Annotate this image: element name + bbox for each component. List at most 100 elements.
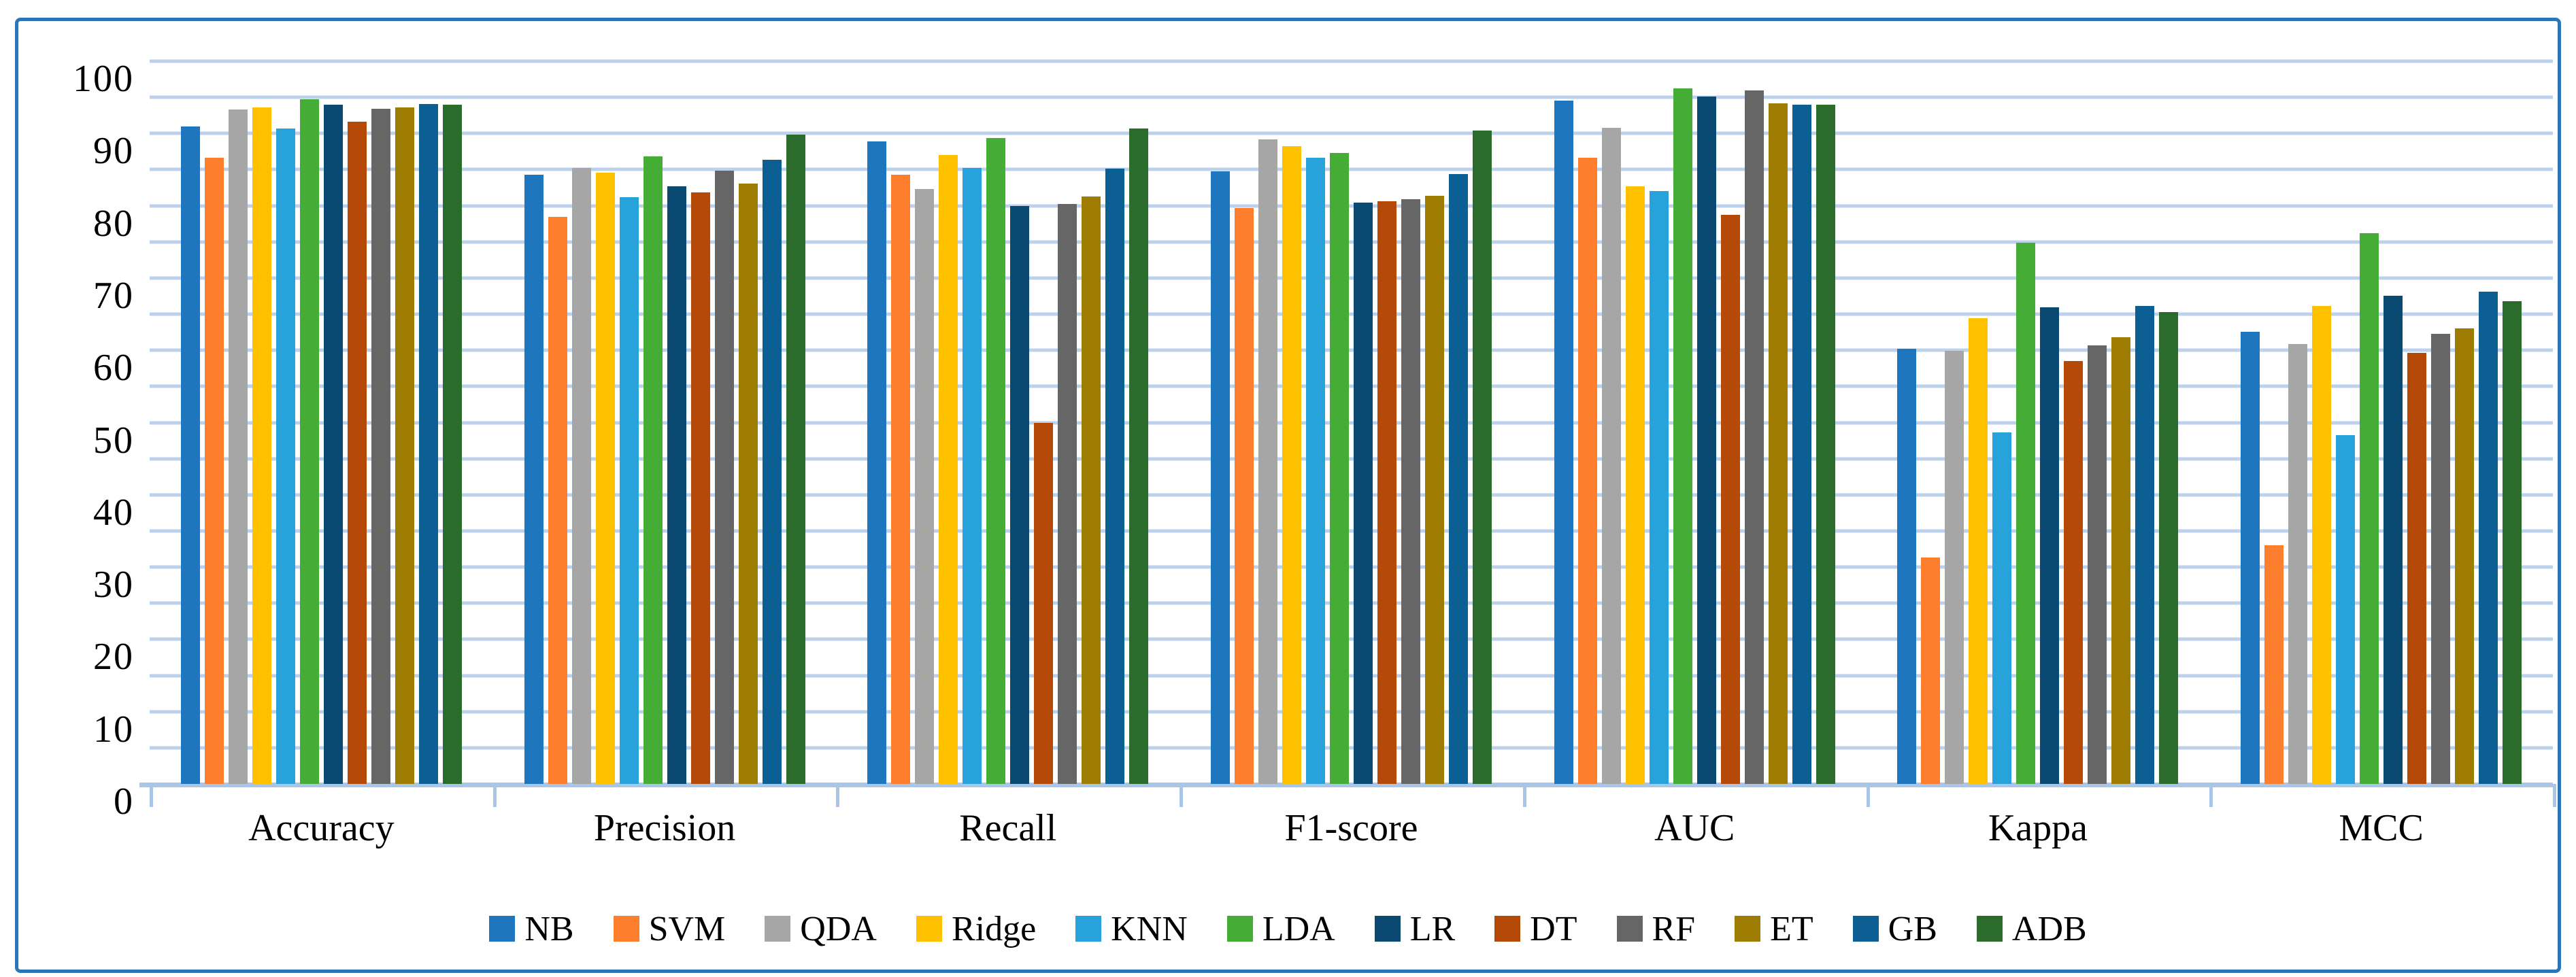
gridline	[150, 421, 2553, 424]
bar-et-recall	[1082, 196, 1101, 784]
gridline	[150, 348, 2553, 352]
gridline	[150, 674, 2553, 678]
legend-swatch-adb	[1976, 916, 2003, 942]
bar-gb-f1-score	[1448, 173, 1468, 784]
bar-rf-accuracy	[371, 109, 390, 784]
bar-ridge-precision	[595, 172, 615, 784]
gridline	[150, 131, 2553, 135]
bar-lda-f1-score	[1329, 153, 1349, 784]
bar-rf-precision	[714, 170, 734, 784]
bar-gb-mcc	[2479, 292, 2498, 784]
bar-group-kappa	[1867, 61, 2210, 784]
bar-qda-kappa	[1945, 351, 1964, 784]
legend-swatch-lda	[1226, 916, 1253, 942]
legend-entry-lr: LR	[1374, 909, 1456, 949]
gridline	[150, 95, 2553, 99]
bar-dt-kappa	[2064, 361, 2084, 784]
legend-swatch-qda	[765, 916, 791, 942]
legend-swatch-ridge	[916, 916, 942, 942]
legend-label-et: ET	[1770, 909, 1813, 948]
legend-entry-knn: KNN	[1075, 909, 1188, 949]
bar-group-recall	[836, 61, 1180, 784]
bar-adb-accuracy	[442, 104, 462, 784]
bar-svm-accuracy	[204, 158, 224, 784]
category-label-kappa: Kappa	[1988, 807, 2088, 849]
bar-lda-mcc	[2360, 233, 2379, 784]
bar-adb-kappa	[2159, 311, 2179, 784]
bar-dt-precision	[690, 192, 710, 784]
bar-et-mcc	[2455, 328, 2475, 784]
bar-knn-mcc	[2336, 434, 2356, 784]
gridline	[150, 204, 2553, 208]
category-label-precision: Precision	[593, 807, 736, 849]
y-axis-tick-label: 90	[93, 130, 134, 173]
legend-entry-adb: ADB	[1976, 909, 2087, 949]
bar-et-precision	[738, 183, 758, 784]
bar-svm-precision	[548, 216, 567, 784]
x-axis-tick-mark	[1180, 784, 1184, 807]
bar-lda-kappa	[2016, 242, 2036, 784]
y-axis-tick-label: 20	[93, 636, 134, 679]
legend-swatch-rf	[1616, 916, 1643, 942]
category-label-recall: Recall	[959, 807, 1057, 849]
bar-gb-precision	[762, 159, 782, 784]
bar-adb-precision	[786, 135, 805, 784]
gridline	[150, 565, 2553, 569]
legend-swatch-dt	[1494, 916, 1521, 942]
legend-label-adb: ADB	[2011, 909, 2087, 948]
bar-gb-recall	[1105, 169, 1125, 784]
legend-label-knn: KNN	[1111, 909, 1188, 948]
y-axis-tick-label: 50	[93, 419, 134, 462]
legend-entry-et: ET	[1735, 909, 1813, 949]
bar-nb-recall	[867, 141, 887, 784]
legend-entry-gb: GB	[1852, 909, 1937, 949]
legend-swatch-nb	[489, 916, 516, 942]
x-axis-line	[139, 783, 2553, 787]
bar-nb-f1-score	[1210, 171, 1230, 784]
bar-lda-auc	[1673, 88, 1692, 784]
bar-qda-f1-score	[1258, 139, 1277, 784]
legend-label-gb: GB	[1888, 909, 1937, 948]
bar-ridge-kappa	[1969, 318, 1988, 784]
legend-label-lr: LR	[1409, 909, 1456, 948]
bar-nb-kappa	[1897, 349, 1917, 784]
bar-rf-mcc	[2431, 333, 2451, 784]
bar-nb-mcc	[2241, 331, 2260, 784]
bar-qda-auc	[1601, 127, 1621, 784]
bar-group-f1-score	[1180, 61, 1523, 784]
bar-et-accuracy	[395, 107, 414, 784]
bar-svm-f1-score	[1234, 207, 1254, 784]
legend-label-qda: QDA	[800, 909, 877, 948]
legend: NB SVM QDA Ridge KNN LDA LR DT RF ET GB ADB	[18, 898, 2558, 959]
legend-label-svm: SVM	[648, 909, 726, 948]
bar-et-kappa	[2111, 337, 2131, 784]
bar-group-mcc	[2209, 61, 2553, 784]
bar-qda-precision	[571, 168, 591, 784]
x-axis-tick-mark	[836, 784, 840, 807]
bar-dt-auc	[1720, 215, 1740, 784]
x-axis-tick-mark	[2209, 784, 2213, 807]
bar-adb-recall	[1129, 128, 1149, 784]
legend-swatch-svm	[613, 916, 639, 942]
legend-entry-rf: RF	[1616, 909, 1695, 949]
y-axis-tick-label: 30	[93, 564, 134, 606]
bar-rf-recall	[1058, 204, 1077, 784]
bar-knn-precision	[619, 196, 639, 784]
bar-rf-f1-score	[1401, 199, 1420, 784]
bar-et-f1-score	[1424, 195, 1444, 784]
x-axis-tick-mark	[1522, 784, 1526, 807]
gridline	[150, 601, 2553, 605]
bar-lr-accuracy	[323, 104, 343, 784]
bar-gb-auc	[1792, 104, 1811, 784]
bar-adb-mcc	[2503, 301, 2522, 784]
bar-gb-accuracy	[418, 103, 438, 784]
bar-qda-recall	[915, 189, 935, 784]
gridline	[150, 746, 2553, 750]
gridline	[150, 457, 2553, 461]
plot-area	[150, 59, 2553, 784]
bar-adb-auc	[1816, 104, 1835, 784]
y-axis-tick-label: 40	[93, 491, 134, 534]
bar-ridge-auc	[1625, 186, 1645, 784]
gridline	[150, 312, 2553, 316]
bar-nb-auc	[1554, 101, 1573, 784]
